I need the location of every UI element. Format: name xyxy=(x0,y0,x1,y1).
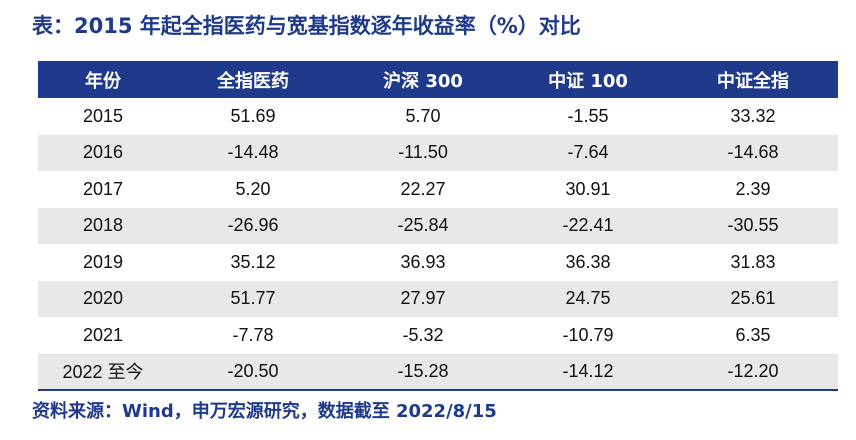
csi-all-share-cell: 33.32 xyxy=(730,105,776,126)
table-header-row: 年份 全指医药 沪深 300 中证 100 中证全指 xyxy=(38,61,838,98)
year-cell: 2022 至今 xyxy=(38,353,168,391)
table-row: 2020 51.77 27.97 24.75 25.61 xyxy=(38,280,838,317)
csi300-cell: -5.32 xyxy=(402,324,444,345)
csi-all-share-cell: -14.68 xyxy=(727,142,779,163)
table-row: 2021 -7.78 -5.32 -10.79 6.35 xyxy=(38,317,838,354)
returns-table: 年份 全指医药 沪深 300 中证 100 中证全指 2015 51.69 5.70… xyxy=(38,61,838,391)
csi-all-share-cell: -12.20 xyxy=(668,353,838,391)
table-title: 表：2015 年起全指医药与宽基指数逐年收益率（%）对比 xyxy=(32,14,581,38)
year-cell: 2015 xyxy=(82,105,124,126)
header-year: 年份 xyxy=(85,70,121,92)
pharma-index-cell: 51.69 xyxy=(230,105,276,126)
table-row: 2015 51.69 5.70 -1.55 33.32 xyxy=(38,98,838,135)
table-row: 2017 5.20 22.27 30.91 2.39 xyxy=(38,171,838,208)
csi100-cell: -7.64 xyxy=(567,142,609,163)
pharma-index-cell: 5.20 xyxy=(235,178,271,199)
csi300-cell: -11.50 xyxy=(398,142,448,163)
csi-all-share-cell: 25.61 xyxy=(730,288,776,309)
pharma-index-cell: -26.96 xyxy=(227,215,279,236)
csi300-cell: 36.93 xyxy=(400,251,446,272)
csi300-cell: 5.70 xyxy=(405,105,441,126)
pharma-index-cell: -7.78 xyxy=(232,324,274,345)
csi100-cell: 24.75 xyxy=(565,288,611,309)
pharma-index-cell: -14.48 xyxy=(227,142,279,163)
pharma-index-cell: -20.50 xyxy=(168,353,338,391)
table-row: 2016 -14.48 -11.50 -7.64 -14.68 xyxy=(38,134,838,171)
csi300-cell: 22.27 xyxy=(400,178,446,199)
csi100-cell: 36.38 xyxy=(565,251,611,272)
csi100-cell: -14.12 xyxy=(508,353,668,391)
header-csi100: 中证 100 xyxy=(548,70,628,92)
csi300-cell: -15.28 xyxy=(338,353,508,391)
table-row: 2019 35.12 36.93 36.38 31.83 xyxy=(38,244,838,281)
source-note: 资料来源：Wind，申万宏源研究，数据截至 2022/8/15 xyxy=(32,401,497,422)
csi-all-share-cell: 2.39 xyxy=(735,178,771,199)
csi100-cell: 30.91 xyxy=(565,178,611,199)
header-csi-all-share: 中证全指 xyxy=(717,70,789,92)
csi-all-share-cell: -30.55 xyxy=(727,215,779,236)
year-cell: 2017 xyxy=(82,178,124,199)
csi300-cell: -25.84 xyxy=(397,215,449,236)
csi-all-share-cell: 6.35 xyxy=(735,324,771,345)
table-row: 2022 至今 -20.50 -15.28 -14.12 -12.20 xyxy=(38,353,838,391)
year-cell: 2020 xyxy=(82,288,124,309)
year-cell: 2021 xyxy=(82,324,124,345)
header-csi300: 沪深 300 xyxy=(383,70,463,92)
header-pharma-index: 全指医药 xyxy=(217,70,289,92)
csi100-cell: -1.55 xyxy=(567,105,609,126)
csi300-cell: 27.97 xyxy=(400,288,446,309)
year-cell: 2016 xyxy=(82,142,124,163)
csi100-cell: -22.41 xyxy=(562,215,614,236)
year-cell: 2019 xyxy=(82,251,124,272)
pharma-index-cell: 51.77 xyxy=(230,288,276,309)
year-cell: 2018 xyxy=(82,215,124,236)
csi100-cell: -10.79 xyxy=(562,324,614,345)
csi-all-share-cell: 31.83 xyxy=(730,251,776,272)
pharma-index-cell: 35.12 xyxy=(230,251,276,272)
table-row: 2018 -26.96 -25.84 -22.41 -30.55 xyxy=(38,207,838,244)
